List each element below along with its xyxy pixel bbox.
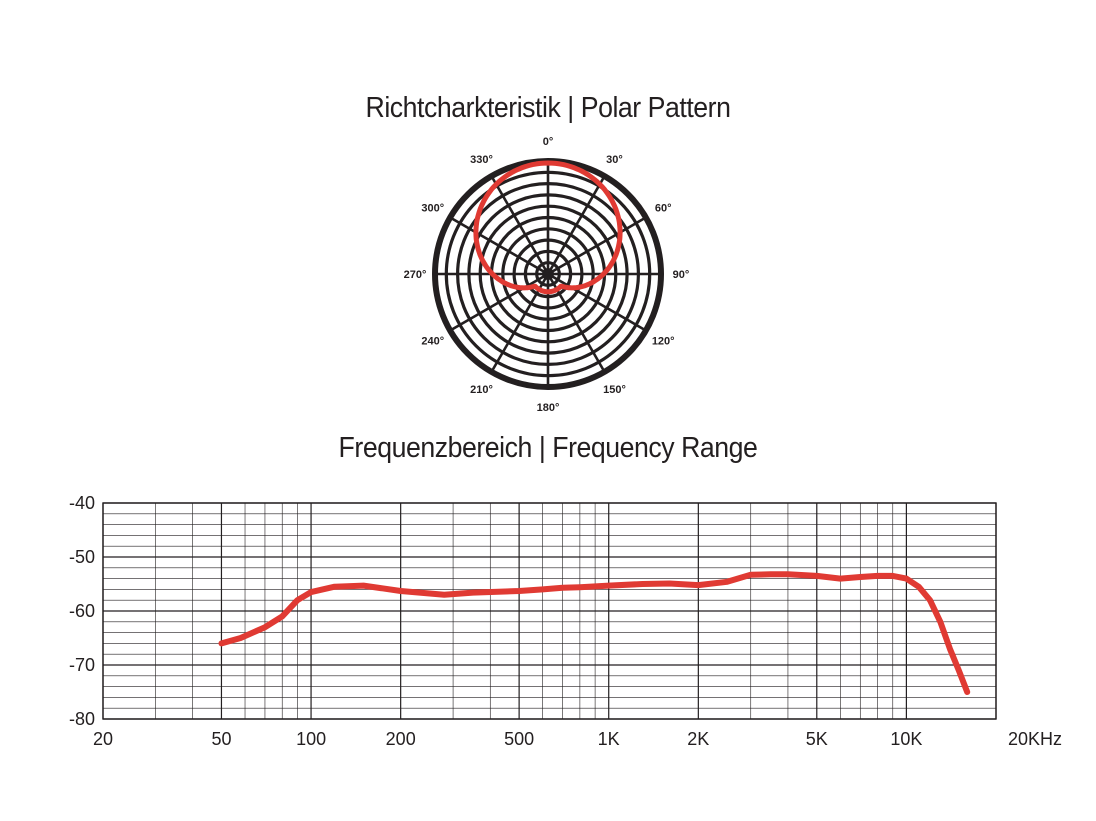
polar-spoke [449, 216, 549, 276]
freq-y-tick-label: -40 [69, 493, 95, 513]
freq-x-tick-label: 5K [806, 729, 828, 749]
frequency-response-line [218, 571, 971, 695]
polar-spoke [547, 216, 647, 276]
freq-y-tick-label: -50 [69, 547, 95, 567]
freq-x-tick-label: 50 [211, 729, 231, 749]
freq-frame [102, 502, 997, 720]
freq-x-tick-label: 200 [386, 729, 416, 749]
frequency-range-title: Frequenzbereich | Frequency Range [338, 432, 758, 464]
freq-x-tick-label: 10K [890, 729, 922, 749]
polar-angle-label: 150° [603, 384, 626, 396]
polar-pattern-title: Richtcharkteristik | Polar Pattern [365, 92, 731, 124]
polar-spoke [547, 272, 647, 332]
freq-y-tick-label: -70 [69, 655, 95, 675]
polar-angle-label: 240° [421, 336, 444, 348]
polar-angle-label: 180° [537, 402, 560, 414]
polar-spoke [449, 272, 549, 332]
polar-angle-label: 120° [652, 336, 675, 348]
polar-pattern-chart: 0° 30° 60° 90° 120° 150° 180° 210° 240° 270° 300° 3… [404, 136, 690, 414]
polar-angle-label: 270° [404, 269, 427, 281]
polar-angle-label: 0° [543, 136, 554, 148]
freq-y-tick-label: -60 [69, 601, 95, 621]
polar-angle-label: 210° [470, 384, 493, 396]
freq-x-tick-label: 500 [504, 729, 534, 749]
polar-angle-label: 30° [606, 154, 623, 166]
polar-angle-label: 90° [673, 269, 690, 281]
polar-spoke [490, 175, 550, 275]
polar-pattern-curve [473, 160, 623, 295]
polar-spoke [546, 175, 606, 275]
frequency-range-chart: 20 50 100 200 500 1K 2K 5K 10K 20KHz -40 -50 -60 -70 -… [69, 493, 1062, 749]
polar-angle-label: 300° [421, 203, 444, 215]
freq-y-tick-label: -80 [69, 709, 95, 729]
polar-angle-label: 60° [655, 203, 672, 215]
freq-x-tick-label: 2K [687, 729, 709, 749]
freq-x-tick-label: 1K [598, 729, 620, 749]
polar-angle-label: 330° [470, 154, 493, 166]
freq-x-tick-label: 20 [93, 729, 113, 749]
freq-x-tick-label: 100 [296, 729, 326, 749]
freq-x-tick-label: 20KHz [1008, 729, 1062, 749]
